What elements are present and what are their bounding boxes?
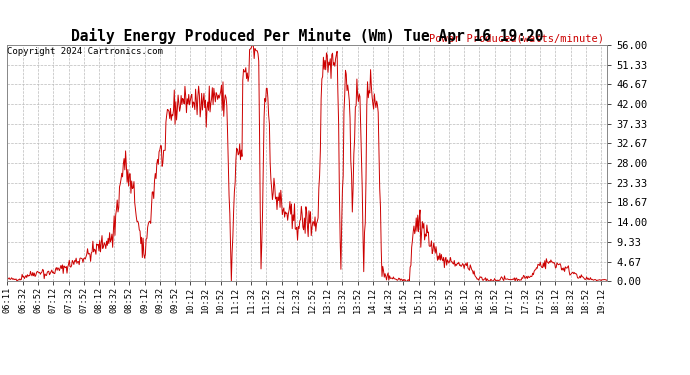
Title: Daily Energy Produced Per Minute (Wm) Tue Apr 16 19:20: Daily Energy Produced Per Minute (Wm) Tu… <box>71 28 543 44</box>
Text: Copyright 2024 Cartronics.com: Copyright 2024 Cartronics.com <box>7 47 163 56</box>
Text: Power Produced(watts/minute): Power Produced(watts/minute) <box>429 34 604 44</box>
